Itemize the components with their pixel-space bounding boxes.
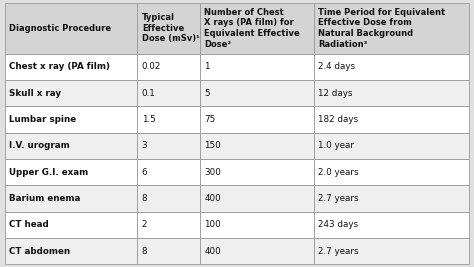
Bar xyxy=(200,80,314,106)
Bar xyxy=(200,54,314,80)
Text: 400: 400 xyxy=(204,247,221,256)
Bar xyxy=(5,185,137,212)
Text: 8: 8 xyxy=(142,194,147,203)
Text: Time Period for Equivalent
Effective Dose from
Natural Background
Radiation³: Time Period for Equivalent Effective Dos… xyxy=(319,7,446,49)
Text: 0.02: 0.02 xyxy=(142,62,161,71)
Bar xyxy=(5,80,137,106)
Text: 1: 1 xyxy=(204,62,210,71)
Bar xyxy=(200,133,314,159)
Text: CT head: CT head xyxy=(9,220,49,229)
Bar xyxy=(5,106,137,133)
Bar xyxy=(5,159,137,185)
Text: 100: 100 xyxy=(204,220,221,229)
Bar xyxy=(137,3,200,54)
Bar xyxy=(314,159,469,185)
Bar xyxy=(137,212,200,238)
Text: Lumbar spine: Lumbar spine xyxy=(9,115,76,124)
Text: 2: 2 xyxy=(142,220,147,229)
Bar xyxy=(314,3,469,54)
Text: Barium enema: Barium enema xyxy=(9,194,81,203)
Bar xyxy=(200,3,314,54)
Bar xyxy=(314,106,469,133)
Bar xyxy=(200,238,314,264)
Bar xyxy=(5,238,137,264)
Text: 400: 400 xyxy=(204,194,221,203)
Bar xyxy=(200,212,314,238)
Bar xyxy=(5,54,137,80)
Bar xyxy=(5,133,137,159)
Text: 6: 6 xyxy=(142,168,147,177)
Text: 1.5: 1.5 xyxy=(142,115,155,124)
Text: 2.7 years: 2.7 years xyxy=(319,194,359,203)
Bar xyxy=(314,185,469,212)
Text: 75: 75 xyxy=(204,115,216,124)
Bar xyxy=(314,238,469,264)
Text: 0.1: 0.1 xyxy=(142,89,155,98)
Bar xyxy=(314,212,469,238)
Text: CT abdomen: CT abdomen xyxy=(9,247,71,256)
Bar xyxy=(5,212,137,238)
Bar xyxy=(137,106,200,133)
Text: I.V. urogram: I.V. urogram xyxy=(9,141,70,150)
Text: 243 days: 243 days xyxy=(319,220,358,229)
Text: Typical
Effective
Dose (mSv)¹: Typical Effective Dose (mSv)¹ xyxy=(142,13,200,44)
Bar xyxy=(200,106,314,133)
Bar xyxy=(5,3,137,54)
Text: 8: 8 xyxy=(142,247,147,256)
Text: 2.7 years: 2.7 years xyxy=(319,247,359,256)
Bar xyxy=(137,185,200,212)
Text: 300: 300 xyxy=(204,168,221,177)
Text: Upper G.I. exam: Upper G.I. exam xyxy=(9,168,89,177)
Bar xyxy=(137,54,200,80)
Bar xyxy=(314,133,469,159)
Bar xyxy=(200,185,314,212)
Bar xyxy=(137,238,200,264)
Text: 182 days: 182 days xyxy=(319,115,358,124)
Text: 12 days: 12 days xyxy=(319,89,353,98)
Text: Skull x ray: Skull x ray xyxy=(9,89,62,98)
Text: 150: 150 xyxy=(204,141,221,150)
Text: 2.4 days: 2.4 days xyxy=(319,62,356,71)
Bar xyxy=(137,80,200,106)
Text: Diagnostic Procedure: Diagnostic Procedure xyxy=(9,24,111,33)
Bar xyxy=(200,159,314,185)
Bar xyxy=(314,54,469,80)
Text: 1.0 year: 1.0 year xyxy=(319,141,354,150)
Text: 5: 5 xyxy=(204,89,210,98)
Text: 2.0 years: 2.0 years xyxy=(319,168,359,177)
Bar xyxy=(137,159,200,185)
Text: 3: 3 xyxy=(142,141,147,150)
Text: Chest x ray (PA film): Chest x ray (PA film) xyxy=(9,62,110,71)
Bar xyxy=(137,133,200,159)
Bar xyxy=(314,80,469,106)
Text: Number of Chest
X rays (PA film) for
Equivalent Effective
Dose²: Number of Chest X rays (PA film) for Equ… xyxy=(204,7,300,49)
